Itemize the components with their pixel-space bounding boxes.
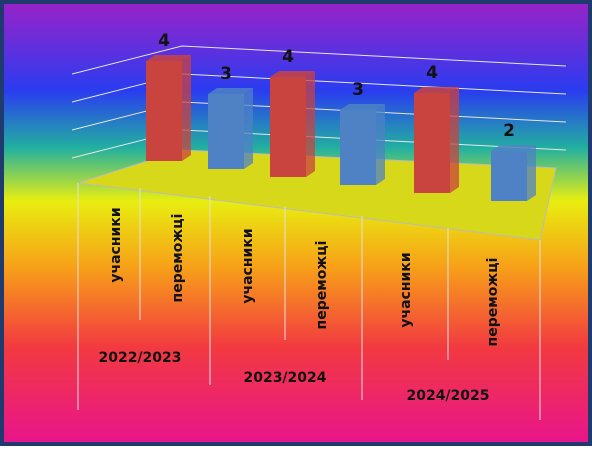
group-label: 2022/2023: [98, 350, 181, 366]
category-label: учасники: [108, 207, 124, 282]
bar: [208, 94, 244, 169]
bar-side: [306, 71, 315, 177]
bar: [270, 77, 306, 177]
bar-top: [270, 71, 315, 77]
bar-side: [450, 87, 459, 193]
value-label: 3: [220, 64, 232, 84]
bar-side: [244, 88, 253, 169]
value-label: 2: [503, 121, 515, 141]
bar-top: [208, 88, 253, 94]
category-label: учасники: [398, 252, 414, 327]
bar: [146, 61, 182, 161]
value-label: 4: [158, 31, 170, 51]
value-label: 4: [426, 63, 438, 83]
bar: [340, 110, 376, 185]
category-label: переможці: [314, 241, 330, 330]
value-label: 4: [282, 47, 294, 67]
group-label: 2023/2024: [243, 370, 326, 386]
separators: [77, 183, 541, 420]
category-label: учасники: [240, 228, 256, 303]
value-label: 3: [352, 80, 364, 100]
bar-side: [182, 55, 191, 161]
bar-top: [146, 55, 191, 61]
bar-side: [527, 145, 536, 201]
bar-top: [340, 104, 385, 110]
bar-side: [376, 104, 385, 185]
group-label: 2024/2025: [406, 388, 489, 404]
bar-top: [414, 87, 459, 93]
category-label: переможці: [485, 258, 501, 347]
category-label: переможці: [170, 214, 186, 303]
bar-top: [491, 145, 536, 151]
bar: [414, 93, 450, 193]
bar: [491, 151, 527, 201]
